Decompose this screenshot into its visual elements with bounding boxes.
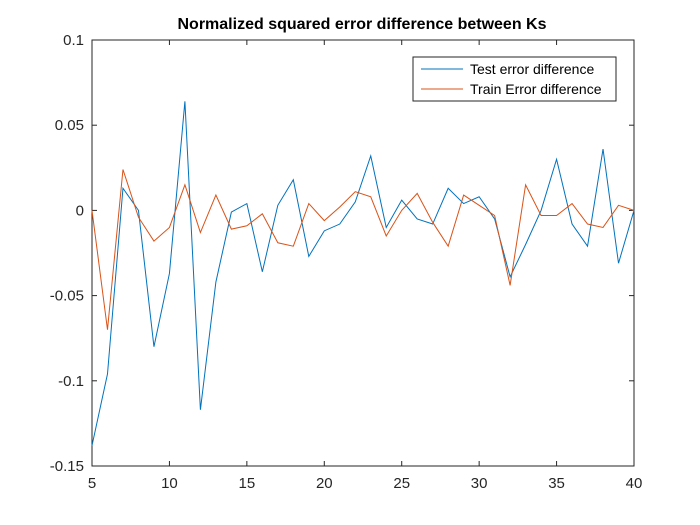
x-tick-label: 30 [471,475,488,492]
y-tick-label: -0.15 [50,458,84,475]
y-tick-label: 0 [76,202,84,219]
x-tick-label: 15 [239,475,256,492]
series-line-train-error [91,169,635,330]
axes-box [91,39,635,467]
x-tick-label: 35 [548,475,565,492]
x-tick-label: 40 [626,475,643,492]
legend-label-test-error: Test error difference [470,61,594,77]
x-tick-label: 25 [393,475,410,492]
y-tick-label: 0.1 [63,32,84,49]
chart-title: Normalized squared error difference betw… [178,16,547,33]
legend-box [412,56,617,102]
legend: Test error difference Train Error differe… [412,56,617,102]
plot-area: 5 10 15 20 25 30 35 40 -0.15 -0.1 -0.05 0 0.05 0.1 Tes… [50,32,643,492]
x-tick-label: 5 [88,475,96,492]
y-tick-label: -0.05 [50,288,84,305]
series-line-test-error [91,101,635,446]
legend-label-train-error: Train Error difference [470,81,602,97]
y-tick-label: 0.05 [55,117,84,134]
x-tick-label: 10 [161,475,178,492]
x-tick-label: 20 [316,475,333,492]
y-tick-label: -0.1 [58,373,84,390]
